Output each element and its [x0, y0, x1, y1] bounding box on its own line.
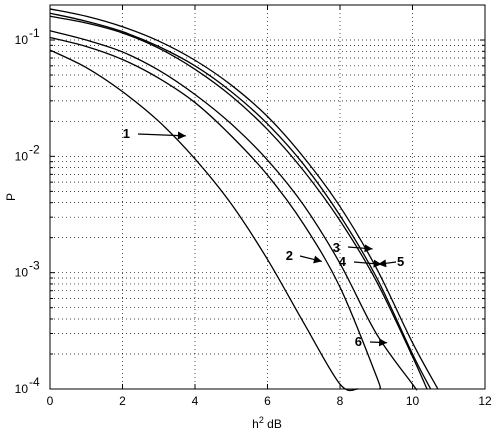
y-tick-label: 10 — [15, 382, 29, 396]
series-line-1 — [49, 49, 359, 392]
y-axis-label: P — [4, 193, 18, 201]
annotation-arrowhead-4 — [373, 259, 382, 268]
annotation-label-3: 3 — [333, 240, 340, 255]
series-line-3 — [49, 15, 428, 390]
annotation-label-5: 5 — [397, 254, 404, 269]
annotation-arrowhead-3 — [364, 244, 373, 253]
series-line-6 — [49, 30, 418, 391]
x-tick-label: 0 — [47, 394, 54, 408]
annotation-label-6: 6 — [355, 334, 362, 349]
series-line-2 — [49, 36, 381, 390]
x-tick-label: 12 — [478, 394, 492, 408]
annotation-label-1: 1 — [123, 126, 130, 141]
annotation-arrowhead-5 — [378, 259, 387, 268]
y-tick-label: 10 — [15, 33, 29, 47]
annotation-label-4: 4 — [339, 254, 347, 269]
x-tick-label: 10 — [406, 394, 420, 408]
y-tick-label: 10 — [15, 266, 29, 280]
y-tick-label-exponent: -4 — [29, 375, 40, 389]
grid-lines — [50, 4, 485, 390]
annotation-arrowhead-6 — [378, 338, 388, 347]
x-tick-label: 8 — [337, 394, 344, 408]
annotation-arrowhead-2 — [313, 255, 322, 264]
y-tick-label-exponent: -1 — [29, 26, 40, 40]
x-axis-label: h2 dB — [252, 415, 282, 431]
x-tick-label: 4 — [192, 394, 199, 408]
series-lines — [49, 8, 439, 392]
annotations: 1 2 34 5 6 — [123, 126, 404, 349]
y-tick-label: 10 — [15, 149, 29, 163]
series-line-5 — [49, 8, 439, 390]
x-tick-label: 2 — [119, 394, 126, 408]
y-tick-label-exponent: -2 — [29, 142, 40, 156]
x-tick-label: 6 — [264, 394, 271, 408]
series-line-4 — [49, 12, 432, 390]
y-tick-label-exponent: -3 — [29, 259, 40, 273]
annotation-arrowhead-1 — [177, 131, 186, 140]
annotation-label-2: 2 — [286, 248, 293, 263]
